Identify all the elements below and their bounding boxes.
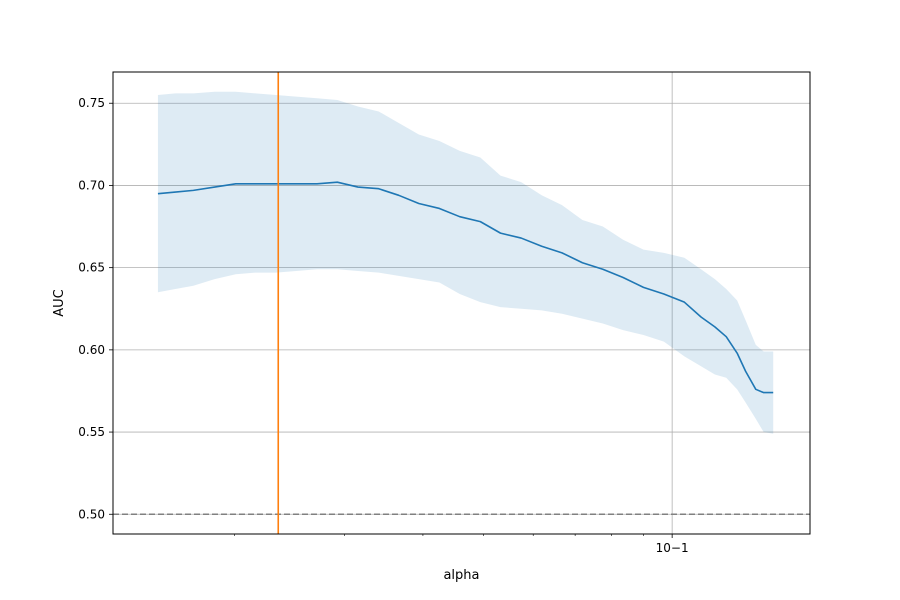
y-axis-label: AUC — [52, 289, 67, 317]
auc-mean-line — [157, 181, 774, 394]
confidence-band — [157, 91, 774, 434]
y-tick-label: 0.75 — [78, 96, 105, 110]
y-tick-label: 0.60 — [78, 343, 105, 357]
y-tick-label: 0.50 — [78, 507, 105, 521]
ticks: 0.50 0.55 0.60 0.65 0.70 0.75 10−1 — [78, 96, 688, 555]
y-tick-label: 0.65 — [78, 261, 105, 275]
reference-lines — [113, 72, 810, 534]
confidence-band-layer — [157, 91, 774, 434]
x-axis-label: alpha — [443, 568, 479, 583]
y-tick-label: 0.70 — [78, 178, 105, 192]
series-line-layer — [157, 181, 774, 394]
x-tick-label: 10−1 — [656, 541, 689, 555]
plot-frame — [112, 71, 811, 535]
y-tick-label: 0.55 — [78, 425, 105, 439]
